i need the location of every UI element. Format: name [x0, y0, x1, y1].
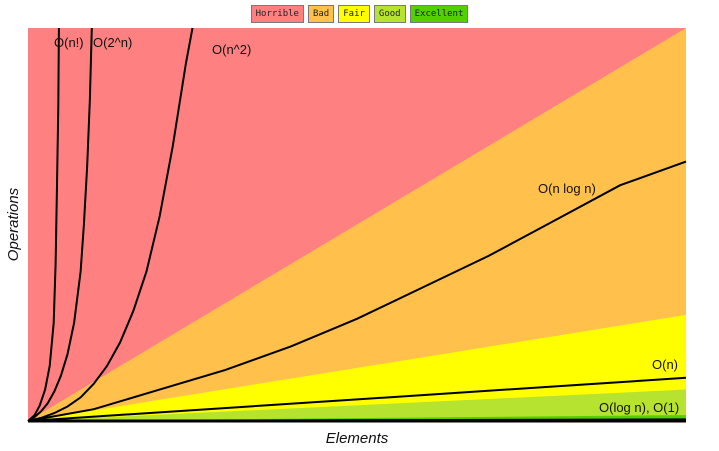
curve-label: O(2^n) — [93, 35, 132, 50]
curve-o-n-2 — [27, 27, 194, 422]
curve-label: O(n) — [652, 357, 678, 372]
chart-legend: Horrible Bad Fair Good Excellent — [0, 5, 719, 23]
legend-item-bad: Bad — [307, 5, 335, 23]
legend-item-horrible: Horrible — [250, 5, 304, 23]
curve-label: O(n^2) — [212, 42, 251, 57]
x-axis-title: Elements — [326, 430, 389, 447]
region-fair — [28, 314, 686, 421]
curve-labels: O(log n), O(1) O(n) O(n log n) O(n^2) O(2^n)… — [54, 35, 679, 415]
curve-label: O(log n), O(1) — [599, 400, 679, 415]
rating-regions — [28, 28, 686, 421]
curve-o-n — [27, 27, 60, 422]
curve-label: O(n log n) — [538, 181, 596, 196]
region-bad — [28, 28, 686, 421]
legend-item-fair: Fair — [338, 5, 370, 23]
curve-o-n — [27, 376, 687, 422]
curve-label: O(n!) — [54, 35, 84, 50]
curve-o-2-n — [27, 27, 93, 422]
legend-item-excellent: Excellent — [409, 5, 469, 23]
region-good — [28, 389, 686, 421]
legend-item-good: Good — [373, 5, 406, 23]
y-axis-title: Operations — [5, 187, 22, 261]
curve-o-n-log-n — [27, 160, 687, 422]
